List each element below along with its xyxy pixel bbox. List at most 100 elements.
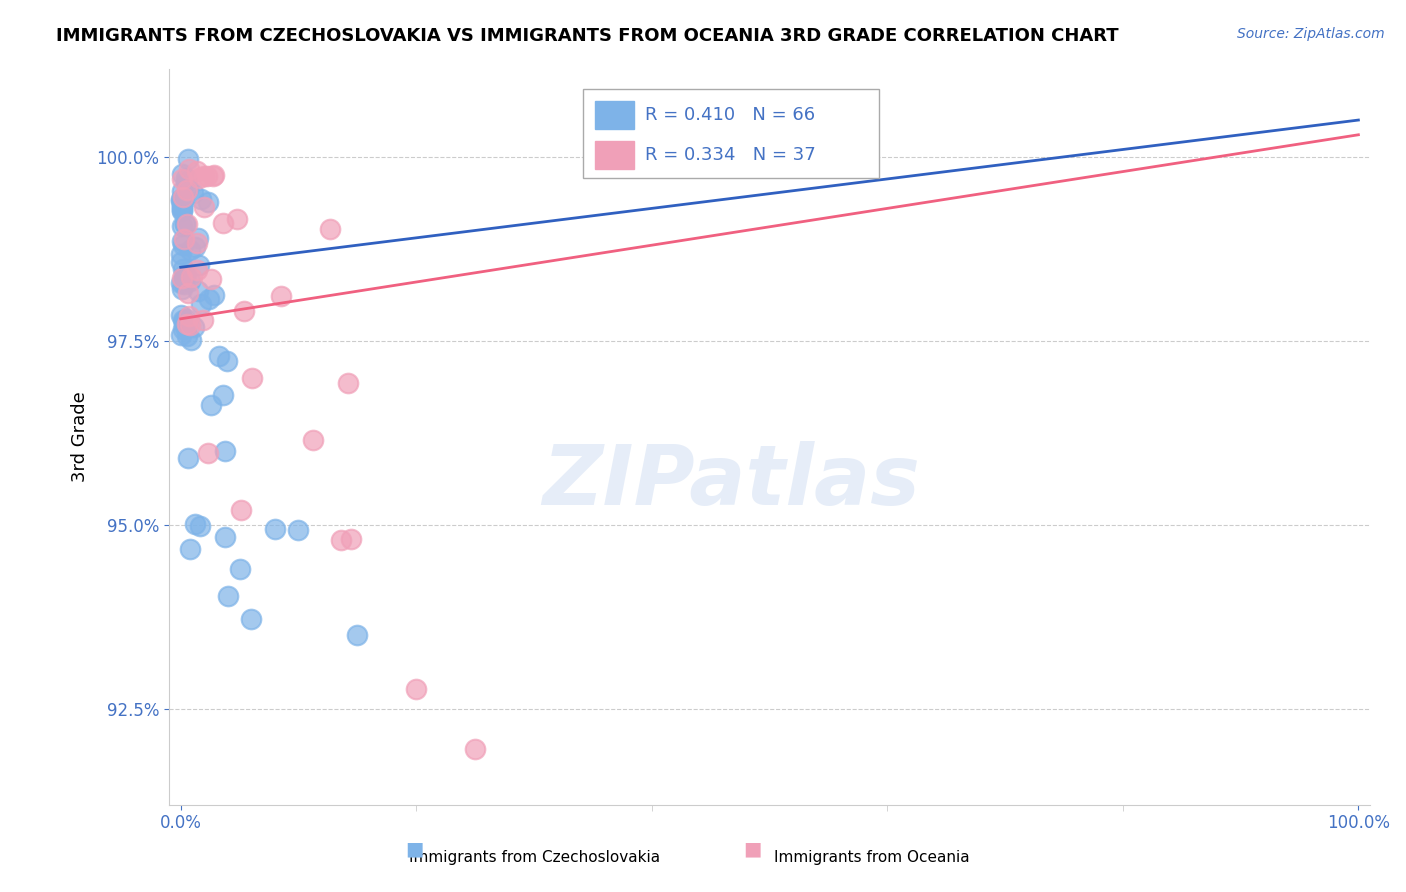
Point: [202, 288, 225, 302]
Point: [173, 217, 195, 231]
Point: [170, 255, 193, 269]
Point: [301, 434, 323, 448]
Point: [173, 268, 195, 282]
Point: [207, 349, 229, 363]
Point: [204, 168, 226, 182]
Point: [179, 243, 201, 257]
Point: [170, 271, 193, 285]
Point: [172, 167, 194, 181]
Point: [174, 320, 197, 334]
Point: [179, 274, 201, 288]
Point: [186, 262, 208, 277]
Point: [183, 517, 205, 532]
Point: [193, 200, 215, 214]
Point: [177, 309, 200, 323]
Point: [172, 262, 194, 277]
Point: [226, 212, 249, 227]
Point: [173, 277, 195, 291]
Point: [170, 276, 193, 290]
Text: R = 0.410   N = 66: R = 0.410 N = 66: [645, 106, 815, 124]
Point: [339, 532, 361, 546]
Point: [172, 237, 194, 252]
Point: [170, 234, 193, 248]
Point: [187, 170, 209, 185]
Point: [187, 284, 209, 298]
Point: [177, 181, 200, 195]
Point: [217, 589, 239, 603]
Point: [198, 292, 221, 306]
Point: [212, 388, 235, 402]
Point: [264, 522, 287, 536]
Point: [170, 200, 193, 214]
Point: [187, 230, 209, 244]
Point: [174, 170, 197, 185]
Point: [200, 398, 222, 412]
Point: [215, 354, 238, 368]
Point: [287, 524, 309, 538]
Point: [186, 236, 208, 251]
Text: Immigrants from Czechoslovakia: Immigrants from Czechoslovakia: [409, 850, 659, 865]
Point: [170, 202, 193, 217]
Point: [214, 530, 236, 544]
Point: [179, 318, 201, 333]
Point: [336, 376, 359, 391]
Point: [170, 219, 193, 234]
Bar: [595, 101, 634, 129]
Text: Immigrants from Oceania: Immigrants from Oceania: [773, 850, 970, 865]
Point: [184, 240, 207, 254]
Point: [191, 313, 214, 327]
Point: [172, 192, 194, 206]
Point: [172, 322, 194, 336]
Point: [172, 312, 194, 326]
Point: [346, 628, 368, 642]
Point: [174, 175, 197, 189]
Point: [172, 190, 194, 204]
Point: [176, 329, 198, 343]
Point: [201, 169, 224, 183]
Point: [173, 314, 195, 328]
Point: [170, 203, 193, 218]
Text: IMMIGRANTS FROM CZECHOSLOVAKIA VS IMMIGRANTS FROM OCEANIA 3RD GRADE CORRELATION : IMMIGRANTS FROM CZECHOSLOVAKIA VS IMMIGR…: [56, 27, 1119, 45]
Point: [176, 317, 198, 331]
Text: ■: ■: [405, 839, 425, 858]
Point: [174, 217, 197, 231]
Point: [170, 200, 193, 214]
Point: [405, 682, 427, 697]
Point: [183, 319, 205, 334]
Point: [188, 519, 211, 533]
Point: [186, 163, 208, 178]
Point: [464, 741, 486, 756]
Point: [170, 172, 193, 186]
Point: [177, 153, 200, 167]
Point: [240, 371, 263, 385]
Point: [197, 446, 219, 460]
Point: [176, 184, 198, 198]
Point: [188, 259, 211, 273]
Point: [180, 333, 202, 347]
Point: [228, 562, 250, 576]
Point: [179, 161, 201, 176]
Point: [172, 273, 194, 287]
Point: [172, 184, 194, 198]
Point: [170, 247, 193, 261]
Point: [179, 541, 201, 556]
Point: [174, 320, 197, 334]
Text: ZIPatlas: ZIPatlas: [543, 442, 920, 522]
Point: [173, 232, 195, 246]
Point: [200, 271, 222, 285]
Text: Source: ZipAtlas.com: Source: ZipAtlas.com: [1237, 27, 1385, 41]
Point: [177, 450, 200, 465]
Point: [170, 282, 193, 296]
Point: [176, 218, 198, 232]
Point: [318, 222, 340, 236]
Point: [177, 286, 200, 301]
Point: [270, 289, 292, 303]
Point: [180, 269, 202, 284]
Point: [193, 169, 215, 183]
Point: [197, 194, 219, 209]
Point: [170, 328, 193, 343]
Point: [170, 192, 193, 206]
Point: [240, 612, 263, 626]
Y-axis label: 3rd Grade: 3rd Grade: [72, 392, 89, 482]
Point: [174, 311, 197, 326]
